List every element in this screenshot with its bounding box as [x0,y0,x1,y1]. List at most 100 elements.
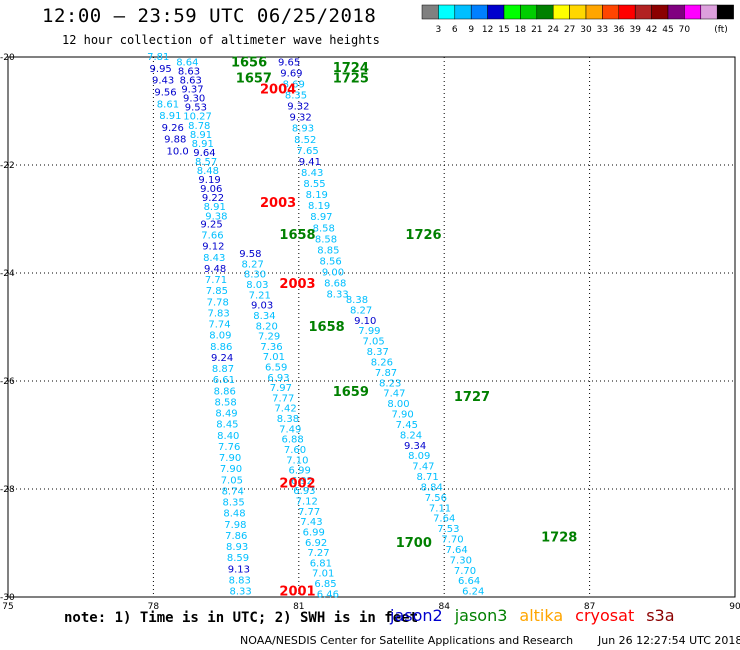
legend-entry: s3a [646,606,675,625]
wave-height-point: 9.65 [278,57,300,68]
color-scale-unit: (ft) [714,25,728,35]
wave-height-point: 9.56 [154,87,176,98]
wave-height-point: 7.71 [205,275,227,286]
wave-height-point: 6.93 [267,373,289,384]
wave-height-point: 7.66 [201,231,223,242]
wave-height-point: 6.24 [462,587,484,598]
wave-height-point: 7.70 [441,535,463,546]
y-tick-label: -20 [0,53,15,63]
wave-height-point: 8.69 [283,80,305,91]
wave-height-point: 8.19 [308,201,330,212]
wave-height-point: 6.81 [310,558,332,569]
color-scale-label: 21 [531,25,542,35]
wave-height-point: 7.70 [454,566,476,577]
wave-height-point: 8.40 [217,431,239,442]
x-tick-label: 81 [293,602,304,612]
wave-height-point: 8.93 [292,124,314,135]
wave-height-point: 7.76 [218,442,240,453]
wave-height-point: 7.97 [270,383,292,394]
color-scale-bar: 3 6 9 12 15 18 21 24 27 30 33 36 39 42 45 70 (ft) [421,4,734,35]
wave-height-point: 8.58 [215,397,237,408]
wave-height-point: 7.90 [220,464,242,475]
wave-height-point: 8.35 [285,91,307,102]
pass-time-label: 2004 [260,82,296,97]
wave-height-point: 7.30 [450,555,472,566]
y-tick-label: -30 [0,593,15,603]
plot-frame [7,56,736,598]
wave-height-point: 8.61 [157,99,179,110]
wave-height-point: 8.24 [400,430,422,441]
wave-height-point: 8.68 [324,279,346,290]
wave-height-point: 8.55 [303,179,325,190]
wave-height-point: 8.91 [192,139,214,150]
wave-height-point: 9.38 [205,211,227,222]
wave-height-point: 10.27 [183,112,212,123]
wave-height-point: 8.09 [209,331,231,342]
wave-height-point: 9.69 [280,68,302,79]
wave-height-point: 8.97 [310,212,332,223]
wave-height-point: 8.91 [159,111,181,122]
wave-height-point: 7.43 [300,517,322,528]
wave-height-point: 9.10 [354,316,376,327]
wave-height-point: 9.58 [239,249,261,260]
pass-time-label: 1658 [308,320,344,335]
color-scale-label: 42 [646,25,657,35]
pass-time-label: 2003 [260,196,296,211]
pass-time-label: 2001 [279,585,315,600]
legend-entry: jason3 [454,606,508,625]
y-tick-label: -28 [0,485,15,495]
wave-height-point: 7.86 [225,531,247,542]
wave-height-point: 8.85 [317,245,339,256]
wave-height-point: 7.27 [307,548,329,559]
y-tick-label: -26 [0,377,15,387]
color-scale-label: 30 [580,25,592,35]
pass-time-label: 1658 [279,228,315,243]
wave-height-point: 7.11 [429,503,451,514]
wave-height-point: 8.64 [176,57,198,68]
wave-height-point: 8.71 [416,472,438,483]
wave-height-point: 9.06 [200,184,222,195]
pass-time-label: 1728 [541,531,577,546]
wave-height-point: 6.59 [265,363,287,374]
pass-time-label: 1725 [333,72,369,87]
color-scale-label: 9 [468,25,474,35]
color-scale-label: 18 [515,25,527,35]
wave-height-point: 8.83 [229,575,251,586]
satellite-legend: jason2 jason3 altika cryosat s3a [390,606,687,625]
color-scale-label: 3 [436,25,442,35]
y-tick-label: -24 [0,269,15,279]
color-scale-label: 70 [679,25,691,35]
pass-time-label: 1657 [236,72,272,87]
wave-height-point: 10.0 [167,147,189,158]
x-tick-label: 84 [438,602,450,612]
pass-time-label: 1700 [396,536,432,551]
wave-height-point: 8.38 [277,414,299,425]
wave-height-point: 8.20 [256,321,278,332]
pass-time-label: 1724 [333,61,369,76]
color-scale-label: 33 [597,25,608,35]
wave-height-point: 7.83 [207,308,229,319]
wave-height-point: 9.37 [181,85,203,96]
wave-height-point: 6.88 [281,435,303,446]
pass-time-label: 2003 [279,277,315,292]
wave-height-point: 7.53 [437,524,459,535]
wave-height-point: 7.81 [147,52,169,63]
wave-height-point: 7.12 [296,497,318,508]
x-tick-label: 87 [584,602,595,612]
wave-height-point: 8.74 [222,486,244,497]
wave-height-point: 8.33 [230,587,252,598]
color-scale-label: 24 [547,25,559,35]
chart-subtitle: 12 hour collection of altimeter wave hei… [62,33,380,47]
wave-height-point: 8.63 [180,76,202,87]
wave-height-point: 6.46 [317,589,339,600]
wave-height-point: 8.58 [313,223,335,234]
x-tick-label: 90 [729,602,740,612]
x-tick-label: 75 [2,602,13,612]
wave-height-point: 8.57 [195,157,217,168]
chart-title: 12:00 – 23:59 UTC 06/25/2018 [42,5,377,27]
color-scale-label: 39 [629,25,641,35]
wave-height-point: 6.93 [293,486,315,497]
wave-height-point: 7.64 [446,545,468,556]
wave-height-point: 7.42 [274,404,296,415]
wave-height-point: 7.99 [358,326,380,337]
